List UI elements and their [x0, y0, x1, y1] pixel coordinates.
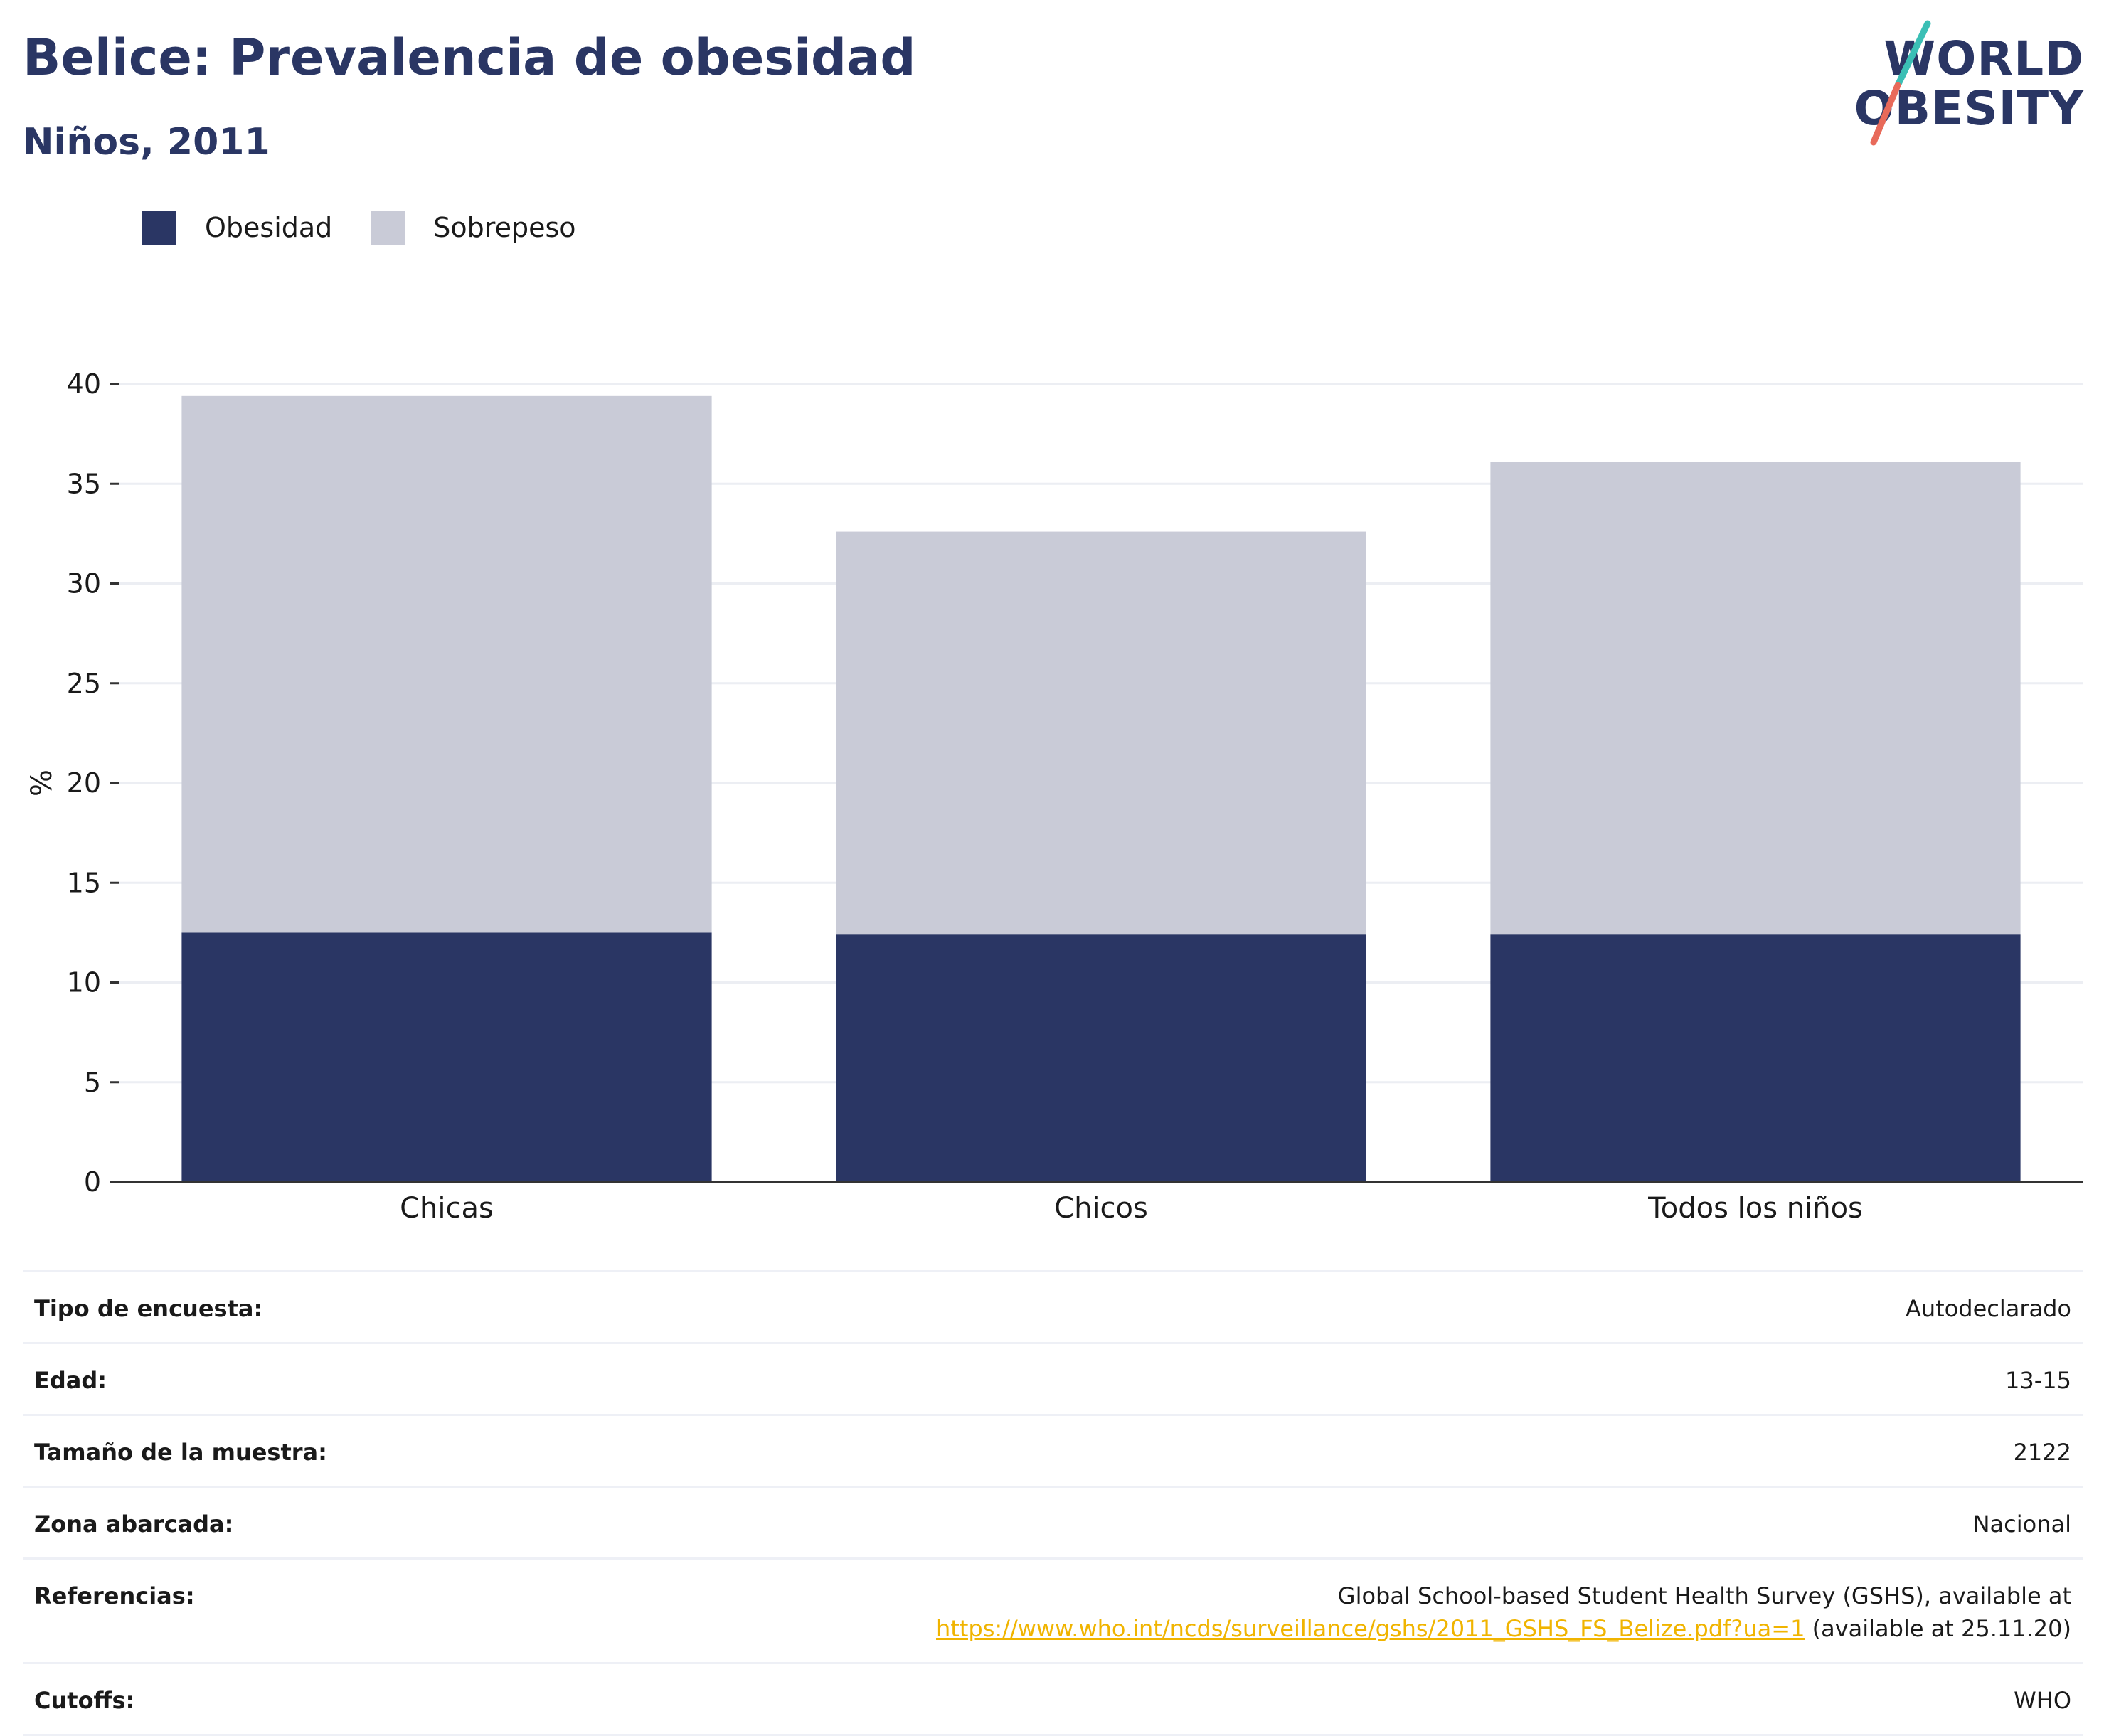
info-row-cutoffs: Cutoffs: WHO: [23, 1663, 2083, 1735]
y-tick-label: 35: [67, 468, 101, 499]
logo-slash-icon: [1849, 20, 2091, 148]
y-tick-label: 5: [84, 1067, 101, 1098]
logo-slash-coral: [1874, 85, 1898, 142]
y-tick-label: 40: [67, 368, 101, 400]
y-tick-label: 0: [84, 1166, 101, 1198]
legend-label-sobrepeso: Sobrepeso: [433, 212, 575, 243]
info-label: Tamaño de la muestra:: [23, 1415, 464, 1487]
chart-legend: Obesidad Sobrepeso: [142, 211, 615, 245]
info-label: Referencias:: [23, 1559, 464, 1663]
reference-link[interactable]: https://www.who.int/ncds/surveillance/gs…: [936, 1615, 1805, 1642]
info-row-survey-type: Tipo de encuesta: Autodeclarado: [23, 1272, 2083, 1343]
y-axis-label: %: [26, 770, 58, 797]
info-value-references: Global School-based Student Health Surve…: [464, 1559, 2083, 1663]
legend-swatch-sobrepeso: [371, 211, 405, 245]
legend-item-obesidad: Obesidad: [142, 211, 332, 245]
info-value: WHO: [464, 1663, 2083, 1735]
x-tick-label: Todos los niños: [1647, 1192, 1863, 1225]
world-obesity-logo: WORLD OBESITY: [1849, 20, 2091, 148]
info-label: Cutoffs:: [23, 1663, 464, 1735]
page-title: Belice: Prevalencia de obesidad: [23, 28, 915, 87]
info-row-age: Edad: 13-15: [23, 1343, 2083, 1415]
x-tick-label: Chicas: [400, 1192, 494, 1225]
info-value: Nacional: [464, 1487, 2083, 1559]
reference-suffix: (available at 25.11.20): [1805, 1615, 2071, 1642]
legend-swatch-obesidad: [142, 211, 176, 245]
info-value: Autodeclarado: [464, 1272, 2083, 1343]
bar-sobrepeso: [1490, 462, 2020, 934]
bar-obesidad: [1490, 934, 2020, 1182]
info-value: 2122: [464, 1415, 2083, 1487]
bar-obesidad: [181, 932, 711, 1182]
info-label: Edad:: [23, 1343, 464, 1415]
info-row-references: Referencias: Global School-based Student…: [23, 1559, 2083, 1663]
info-value: 13-15: [464, 1343, 2083, 1415]
info-row-area: Zona abarcada: Nacional: [23, 1487, 2083, 1559]
page-subtitle: Niños, 2011: [23, 121, 270, 164]
info-label: Tipo de encuesta:: [23, 1272, 464, 1343]
y-tick-label: 20: [67, 767, 101, 799]
legend-item-sobrepeso: Sobrepeso: [371, 211, 575, 245]
bar-sobrepeso: [836, 532, 1366, 935]
y-tick-label: 25: [67, 668, 101, 699]
stacked-bar-chart: 0 5 10 15 20 25 30 35 40% Chicas Chicos Todos los n…: [0, 356, 2104, 1252]
info-label: Zona abarcada:: [23, 1487, 464, 1559]
bar-obesidad: [836, 934, 1366, 1182]
y-tick-label: 30: [67, 568, 101, 600]
y-tick-label: 10: [67, 967, 101, 999]
reference-text: Global School-based Student Health Surve…: [1338, 1582, 2071, 1609]
logo-slash-teal: [1898, 23, 1928, 85]
x-tick-label: Chicos: [1054, 1192, 1148, 1225]
bar-sobrepeso: [181, 396, 711, 933]
y-tick-label: 15: [67, 867, 101, 898]
legend-label-obesidad: Obesidad: [205, 212, 332, 243]
info-row-sample-size: Tamaño de la muestra: 2122: [23, 1415, 2083, 1487]
survey-info-table: Tipo de encuesta: Autodeclarado Edad: 13…: [23, 1270, 2083, 1736]
